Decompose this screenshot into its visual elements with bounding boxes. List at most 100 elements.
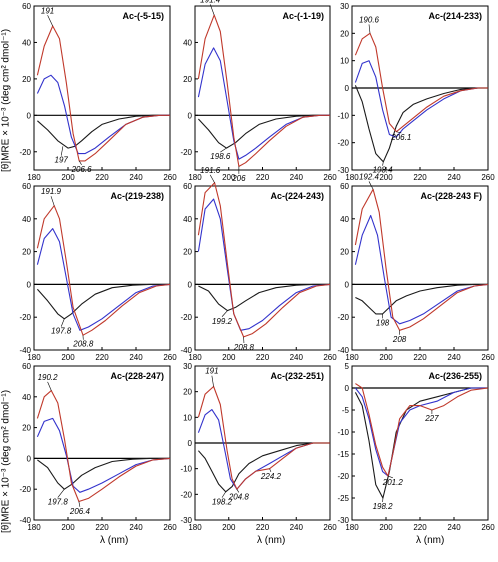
x-tick-label: 220 [413,173,427,182]
x-tick-label: 220 [413,523,427,532]
peak-annotation: 206.4 [69,507,91,516]
plot-frame [195,6,330,170]
x-tick-label: 220 [413,353,427,362]
series-blue [37,229,170,331]
peak-annotation: 198.2 [373,502,394,511]
peak-annotation: 198 [376,318,390,327]
series-blue [198,199,330,330]
x-tick-label: 260 [481,523,495,532]
peak-annotation: 206 [231,174,246,183]
y-tick-label: -20 [19,313,31,322]
annotation-arrow [58,489,64,497]
y-tick-label: -30 [180,516,192,525]
x-tick-label: 200 [222,523,236,532]
x-tick-label: 260 [323,173,337,182]
x-tick-label: 220 [256,523,270,532]
series-red [355,189,488,330]
y-tick-label: 0 [188,111,193,120]
series-black [198,443,330,492]
y-tick-label: -20 [19,485,31,494]
panel-title: Ac-(-1-19) [282,11,324,21]
y-tick-label: 40 [183,38,192,47]
y-tick-label: 5 [345,362,350,371]
x-tick-label: 260 [163,353,177,362]
y-tick-label: 10 [183,413,192,422]
annotation-arrow [48,15,53,26]
series-black [37,115,170,148]
panel-title: Ac-(214-233) [428,11,482,21]
panel-title: Ac-(224-243) [270,191,324,201]
x-tick-label: 200 [61,353,75,362]
plot-frame [34,6,170,170]
peak-annotation: 192.4 [359,172,380,181]
x-tick-label: 200 [61,173,75,182]
x-axis-label-col2: λ (nm) [257,535,285,546]
y-tick-label: 40 [183,215,192,224]
y-tick-label: -20 [180,148,192,157]
x-tick-label: 260 [323,353,337,362]
peak-annotation: 197.8 [48,498,69,507]
x-tick-label: 240 [447,523,461,532]
series-red [355,384,488,476]
x-tick-label: 180 [27,173,41,182]
series-black [37,458,170,489]
x-tick-label: 260 [323,523,337,532]
peak-annotation: 191.6 [200,166,221,175]
panel-title: Ac-(232-251) [270,371,324,381]
series-red [37,391,170,502]
y-tick-label: 0 [188,280,193,289]
series-red [37,206,170,336]
y-tick-label: 20 [183,248,192,257]
x-tick-label: 240 [290,523,304,532]
y-tick-label: 0 [345,84,350,93]
y-tick-label: 60 [22,182,31,191]
y-tick-label: -25 [337,494,349,503]
peak-annotation: 227 [424,414,439,423]
y-tick-label: 10 [340,57,349,66]
x-tick-label: 260 [481,353,495,362]
y-tick-label: 20 [22,424,31,433]
x-tick-label: 240 [290,173,304,182]
plot-frame [352,186,488,350]
peak-annotation: 191 [41,6,54,15]
y-tick-label: 0 [27,280,32,289]
y-tick-label: -40 [337,346,349,355]
y-tick-label: -30 [337,516,349,525]
series-black [198,115,330,148]
peak-annotation: 197.8 [51,327,72,336]
y-tick-label: 20 [183,388,192,397]
y-tick-label: -15 [337,450,349,459]
peak-annotation: 208.8 [233,343,255,352]
x-tick-label: 260 [481,173,495,182]
series-red [198,183,330,337]
y-tick-label: 30 [340,2,349,11]
series-red [355,33,488,131]
y-tick-label: -40 [180,346,192,355]
y-tick-label: 0 [188,439,193,448]
series-blue [355,61,488,138]
x-tick-label: 240 [129,173,143,182]
y-tick-label: 40 [22,215,31,224]
y-tick-label: -20 [337,472,349,481]
series-blue [37,418,170,492]
peak-annotation: 190.2 [38,373,59,382]
panel-title: Ac-(219-238) [110,191,164,201]
peak-annotation: 198.6 [210,152,231,161]
y-tick-label: -20 [337,313,349,322]
x-tick-label: 240 [290,353,304,362]
y-tick-label: -40 [19,516,31,525]
x-tick-label: 200 [379,353,393,362]
x-tick-label: 200 [379,523,393,532]
y-tick-label: 20 [340,29,349,38]
y-tick-label: 20 [183,75,192,84]
x-axis-label-col3: λ (nm) [416,535,444,546]
x-tick-label: 220 [256,353,270,362]
series-black [355,85,488,162]
y-tick-label: -10 [180,465,192,474]
y-axis-label-row1: [θ]MRE × 10⁻³ (deg cm² dmol⁻¹) [1,1,12,201]
annotation-arrow [212,376,214,387]
